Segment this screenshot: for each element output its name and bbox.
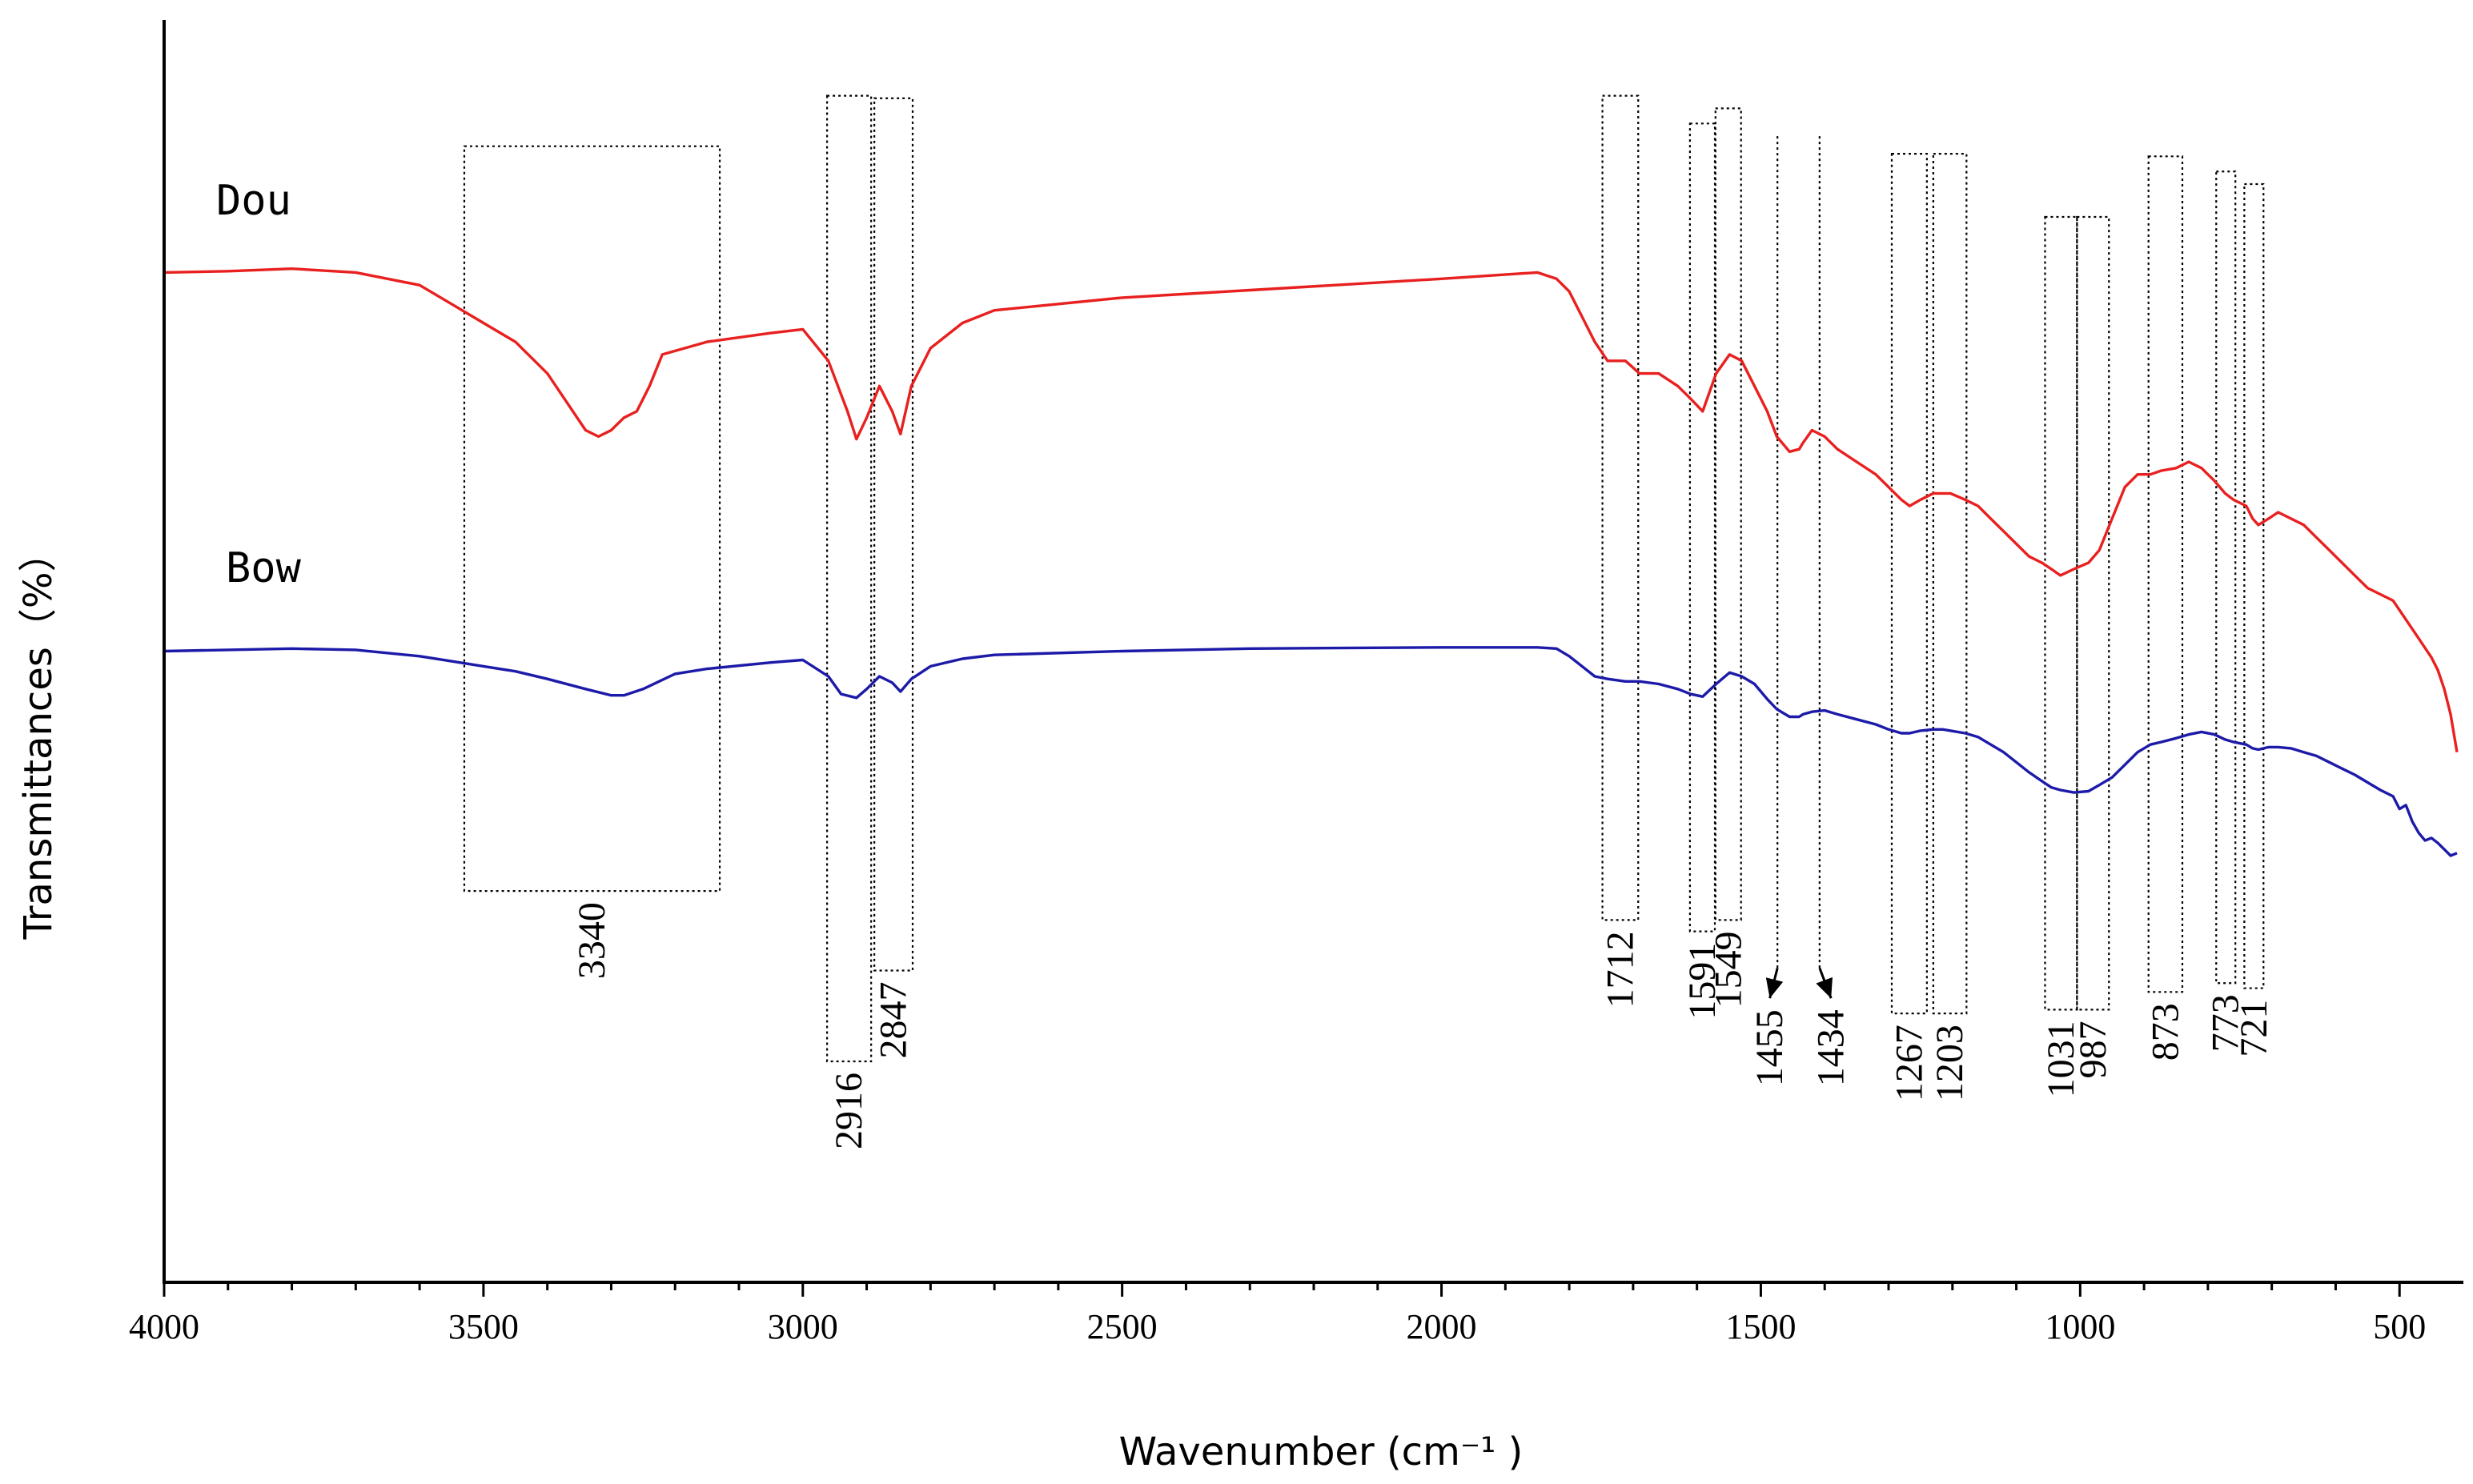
peak-label-987: 987: [2072, 1021, 2114, 1078]
peak-box-3340: [463, 145, 721, 892]
x-tick-label: 1500: [1725, 1307, 1796, 1346]
peak-box-1267: [1890, 153, 1928, 1015]
peak-box-773: [2215, 170, 2237, 985]
peak-box-1031: [2044, 215, 2078, 1011]
arrow-head-icon: [1816, 977, 1833, 999]
x-tick-label: 500: [2373, 1307, 2426, 1346]
peak-label-1203: 1203: [1929, 1025, 1971, 1101]
x-axis-title: Wavenumber (cm⁻¹ ): [1119, 1430, 1524, 1474]
spectra-series: [163, 267, 2459, 857]
x-tick-label: 1000: [2045, 1307, 2115, 1346]
peak-box-2916: [825, 94, 873, 1063]
y-axis-title: Transmittances（%）: [16, 534, 61, 941]
peak-label-3340: 3340: [571, 902, 613, 979]
peak-box-1712: [1601, 94, 1640, 921]
series-label-bow: Bow: [226, 544, 302, 592]
x-tick-label: 4000: [129, 1307, 199, 1346]
peak-box-873: [2147, 155, 2184, 993]
peak-box-721: [2243, 182, 2265, 989]
peak-label-773: 773: [2205, 994, 2247, 1052]
peak-label-1267: 1267: [1888, 1025, 1930, 1101]
peak-box-1203: [1932, 153, 1968, 1015]
peak-box-1549: [1714, 107, 1742, 921]
x-tick-labels: 4000 3500 3000 2500 2000 1500 1000 500: [129, 1307, 2426, 1346]
axes: [163, 20, 2463, 1297]
arrow-head-icon: [1765, 977, 1784, 999]
series-line-bow: [163, 646, 2458, 857]
peak-label-1549: 1549: [1707, 931, 1749, 1008]
peak-label-1591: 1591: [1681, 943, 1724, 1020]
series-line-dou: [163, 267, 2459, 752]
x-tick-label: 3000: [768, 1307, 838, 1346]
series-label-dou: Dou: [216, 177, 291, 225]
peak-box-1591: [1688, 122, 1716, 933]
peak-label-1434: 1434: [1810, 1009, 1853, 1086]
peak-box-2847: [873, 97, 914, 972]
peak-label-2847: 2847: [873, 982, 915, 1059]
peak-box-987: [2076, 215, 2110, 1011]
peak-label-721: 721: [2233, 1000, 2275, 1057]
x-tick-label: 3500: [448, 1307, 519, 1346]
peak-label-1031: 1031: [2040, 1021, 2082, 1097]
peak-label-873: 873: [2144, 1003, 2186, 1061]
x-tick-label: 2500: [1087, 1307, 1158, 1346]
peak-label-1712: 1712: [1599, 931, 1641, 1008]
peak-label-1455: 1455: [1748, 1009, 1791, 1086]
peak-label-2916: 2916: [828, 1073, 870, 1149]
x-tick-label: 2000: [1407, 1307, 1477, 1346]
